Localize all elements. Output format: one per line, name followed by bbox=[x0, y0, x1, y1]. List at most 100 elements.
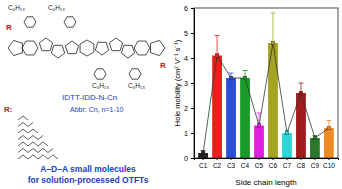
error-cap bbox=[257, 138, 262, 139]
abbr: Abbr: Cn, n=1-10 bbox=[70, 106, 124, 113]
caption: for solution-processed OTFTs bbox=[28, 175, 149, 185]
side-chain bbox=[18, 129, 38, 133]
ring bbox=[8, 40, 22, 55]
molecule: C₆H₁₃C₆H₁₃C₆H₁₃C₆H₁₃RRIDTT-IDD-N-CnAbbr:… bbox=[4, 4, 166, 185]
y-tick: 5 bbox=[184, 30, 194, 37]
y-tick-mark bbox=[191, 83, 194, 84]
molecule-name: IDTT-IDD-N-Cn bbox=[62, 93, 117, 102]
x-tick-mark bbox=[217, 158, 218, 160]
y-tick-mark bbox=[191, 33, 194, 34]
ring bbox=[134, 41, 150, 55]
error-cap bbox=[229, 83, 234, 84]
ring bbox=[24, 17, 36, 27]
trend-line bbox=[203, 43, 329, 153]
error-cap bbox=[215, 35, 220, 36]
x-tick: C3 bbox=[227, 158, 236, 169]
y-tick-label: 6 bbox=[184, 5, 188, 12]
x-tick-mark bbox=[314, 158, 315, 160]
y-axis-line bbox=[191, 9, 195, 159]
y-axis: 0 1 2 3 4 5 6 bbox=[184, 5, 194, 162]
y-tick-mark bbox=[191, 8, 194, 9]
y-tick: 0 bbox=[184, 155, 194, 162]
r-label: R bbox=[6, 23, 12, 32]
x-tick-label: C3 bbox=[227, 162, 236, 169]
x-tick-mark bbox=[245, 158, 246, 160]
ring bbox=[129, 69, 141, 79]
substituent: C₆H₁₃ bbox=[128, 82, 145, 89]
error-cap bbox=[312, 140, 317, 141]
y-tick-mark bbox=[191, 133, 194, 134]
x-axis-title: Side chain length bbox=[235, 178, 296, 187]
marker bbox=[257, 124, 261, 128]
y-tick: 1 bbox=[184, 130, 194, 137]
y-tick-mark bbox=[191, 58, 194, 59]
ring bbox=[22, 41, 38, 55]
x-tick-label: C6 bbox=[269, 162, 278, 169]
x-tick-mark bbox=[328, 158, 329, 160]
figure: C₆H₁₃C₆H₁₃C₆H₁₃C₆H₁₃RRIDTT-IDD-N-CnAbbr:… bbox=[0, 0, 342, 189]
error-bar bbox=[326, 121, 331, 136]
plot-frame bbox=[194, 8, 338, 158]
y-tick-label: 3 bbox=[184, 80, 188, 87]
y-tick-mark bbox=[191, 158, 194, 159]
x-tick-label: C9 bbox=[311, 162, 320, 169]
error-cap bbox=[201, 155, 206, 156]
substituent: C₆H₁₃ bbox=[8, 4, 25, 11]
x-axis-line bbox=[195, 159, 339, 161]
x-tick-label: C5 bbox=[255, 162, 264, 169]
y-tick: 2 bbox=[184, 105, 194, 112]
x-tick: C8 bbox=[297, 158, 306, 169]
side-chain bbox=[18, 142, 48, 146]
x-tick-mark bbox=[272, 158, 273, 160]
y-tick-label: 4 bbox=[184, 55, 188, 62]
ring bbox=[51, 45, 64, 58]
side-chain bbox=[18, 136, 43, 140]
x-tick: C1 bbox=[199, 158, 208, 169]
substituent: C₆H₁₃ bbox=[92, 82, 109, 89]
x-tick-label: C7 bbox=[283, 162, 292, 169]
x-tick-mark bbox=[300, 158, 301, 160]
marker bbox=[243, 76, 247, 80]
y-tick: 3 bbox=[184, 80, 194, 87]
marker bbox=[229, 76, 233, 80]
error-cap bbox=[298, 83, 303, 84]
x-tick: C5 bbox=[255, 158, 264, 169]
x-tick: C2 bbox=[213, 158, 222, 169]
y-tick: 6 bbox=[184, 5, 194, 12]
x-tick-mark bbox=[286, 158, 287, 160]
y-tick-label: 1 bbox=[184, 130, 188, 137]
x-tick-label: C2 bbox=[213, 162, 222, 169]
side-chain bbox=[18, 116, 28, 120]
y-tick-mark bbox=[191, 108, 194, 109]
error-bar bbox=[298, 83, 303, 103]
error-bar bbox=[201, 151, 206, 156]
error-bar bbox=[312, 136, 317, 141]
y-tick-label: 5 bbox=[184, 30, 188, 37]
ring bbox=[80, 40, 94, 56]
side-chain bbox=[18, 149, 53, 153]
ring bbox=[109, 38, 122, 51]
x-tick: C9 bbox=[311, 158, 320, 169]
error-bar bbox=[270, 13, 275, 73]
x-tick-mark bbox=[259, 158, 260, 160]
x-tick: C4 bbox=[241, 158, 250, 169]
marker bbox=[285, 131, 289, 135]
error-cap bbox=[229, 73, 234, 74]
y-tick: 4 bbox=[184, 55, 194, 62]
x-tick-label: C8 bbox=[297, 162, 306, 169]
y-tick-label: 0 bbox=[184, 155, 188, 162]
x-tick: C7 bbox=[283, 158, 292, 169]
marker bbox=[313, 136, 317, 140]
bar bbox=[282, 133, 292, 158]
error-cap bbox=[243, 70, 248, 71]
ring bbox=[151, 40, 165, 55]
ring bbox=[121, 45, 134, 58]
ring bbox=[95, 42, 108, 55]
ring bbox=[39, 38, 52, 51]
error-cap bbox=[326, 120, 331, 121]
error-cap bbox=[215, 75, 220, 76]
bar bbox=[310, 138, 320, 158]
error-cap bbox=[284, 135, 289, 136]
x-tick-label: C1 bbox=[199, 162, 208, 169]
r-label: R bbox=[160, 61, 166, 70]
